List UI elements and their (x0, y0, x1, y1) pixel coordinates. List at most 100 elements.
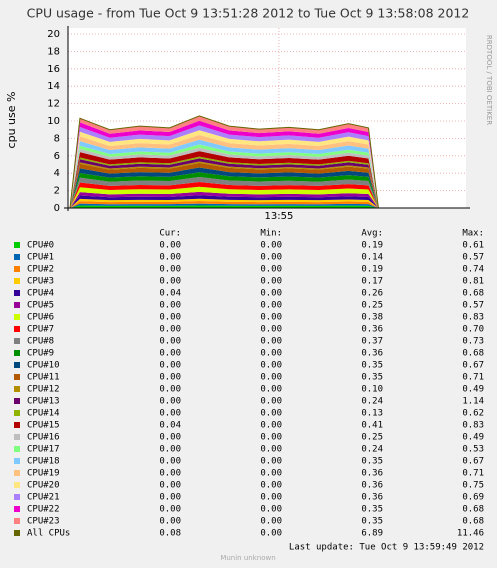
legend-value: 0.00 (159, 253, 181, 263)
legend-value: 0.81 (462, 277, 484, 287)
legend-name: CPU#0 (27, 241, 54, 251)
legend-name: CPU#16 (27, 433, 60, 443)
legend-value: 0.75 (462, 481, 484, 491)
legend-value: 0.00 (159, 505, 181, 515)
legend-value: 0.13 (361, 409, 383, 419)
legend-swatch (14, 242, 20, 248)
legend-name: CPU#6 (27, 313, 54, 323)
legend-value: 0.36 (361, 469, 383, 479)
area (69, 151, 459, 208)
area (69, 172, 459, 208)
legend-value: 0.00 (260, 277, 282, 287)
legend-value: 0.41 (361, 421, 383, 431)
legend-name: CPU#21 (27, 493, 60, 503)
legend-value: 0.00 (159, 445, 181, 455)
legend-name: CPU#23 (27, 517, 60, 527)
legend-value: 0.00 (159, 277, 181, 287)
legend-swatch (14, 254, 20, 260)
legend-name: CPU#4 (27, 289, 54, 299)
legend-value: 0.17 (361, 277, 383, 287)
y-tick-label: 20 (47, 29, 60, 40)
legend-value: 0.00 (260, 397, 282, 407)
legend-value: 0.19 (361, 265, 383, 275)
legend-value: 0.35 (361, 373, 383, 383)
last-update: Last update: Tue Oct 9 13:59:49 2012 (289, 543, 484, 553)
legend-value: 0.00 (159, 409, 181, 419)
legend-value: 0.00 (260, 481, 282, 491)
legend-name: CPU#8 (27, 337, 54, 347)
legend-value: 0.71 (462, 373, 484, 383)
legend-value: 0.68 (462, 289, 484, 299)
legend-swatch (14, 422, 20, 428)
legend-name: CPU#13 (27, 397, 60, 407)
legend-value: 0.35 (361, 457, 383, 467)
legend-value: 0.00 (260, 253, 282, 263)
legend-value: 0.19 (361, 241, 383, 251)
legend-value: 0.62 (462, 409, 484, 419)
legend-value: 0.00 (159, 301, 181, 311)
legend-swatch (14, 314, 20, 320)
legend-name: CPU#22 (27, 505, 60, 515)
legend-swatch (14, 350, 20, 356)
legend-value: 0.00 (260, 301, 282, 311)
area (69, 162, 459, 208)
y-tick-label: 6 (54, 151, 60, 162)
legend-value: 0.00 (260, 505, 282, 515)
legend-value: 0.00 (159, 457, 181, 467)
legend-value: 0.00 (260, 313, 282, 323)
chart-title: CPU usage - from Tue Oct 9 13:51:28 2012… (27, 6, 470, 21)
legend-value: 0.00 (260, 517, 282, 527)
legend-name: CPU#3 (27, 277, 54, 287)
legend-name: CPU#18 (27, 457, 60, 467)
legend-value: 0.00 (159, 517, 181, 527)
legend-value: 0.24 (361, 397, 383, 407)
legend-value: 0.61 (462, 241, 484, 251)
legend-value: 0.70 (462, 325, 484, 335)
legend-name: CPU#2 (27, 265, 54, 275)
legend-value: 0.00 (159, 385, 181, 395)
area (69, 167, 459, 208)
legend-swatch (14, 278, 20, 284)
legend-swatch (14, 290, 20, 296)
legend-value: 0.00 (260, 457, 282, 467)
legend-value: 0.67 (462, 457, 484, 467)
y-axis-label: cpu use % (5, 92, 18, 149)
legend-name: CPU#1 (27, 253, 54, 263)
legend-value: 0.00 (260, 241, 282, 251)
legend-name: CPU#5 (27, 301, 54, 311)
legend-value: 0.68 (462, 517, 484, 527)
legend-swatch (14, 470, 20, 476)
legend-swatch (14, 482, 20, 488)
legend-value: 0.36 (361, 325, 383, 335)
legend-value: 0.83 (462, 421, 484, 431)
legend-swatch (14, 506, 20, 512)
area (69, 177, 459, 208)
legend-name: CPU#19 (27, 469, 60, 479)
legend-header: Cur: (159, 229, 181, 239)
area (69, 198, 459, 208)
legend-value: 0.35 (361, 361, 383, 371)
legend-value: 0.00 (260, 265, 282, 275)
x-tick-label: 13:55 (265, 211, 294, 222)
y-tick-label: 8 (54, 133, 60, 144)
legend-swatch (14, 266, 20, 272)
legend-value: 0.00 (159, 325, 181, 335)
y-tick-label: 4 (54, 168, 60, 179)
legend-value: 0.00 (260, 409, 282, 419)
legend-name: CPU#15 (27, 421, 60, 431)
legend-value: 0.00 (159, 337, 181, 347)
total-line (69, 115, 459, 209)
legend-value: 0.00 (260, 385, 282, 395)
legend-name: CPU#9 (27, 349, 54, 359)
legend-value: 0.74 (462, 265, 484, 275)
area (69, 191, 459, 208)
area (69, 203, 459, 208)
legend-value: 0.37 (361, 337, 383, 347)
legend-value: 0.00 (159, 493, 181, 503)
legend-swatch (14, 446, 20, 452)
legend-swatch (14, 362, 20, 368)
legend-value: 0.00 (260, 325, 282, 335)
area (69, 201, 459, 208)
legend-value: 0.67 (462, 361, 484, 371)
y-tick-label: 16 (47, 64, 60, 75)
